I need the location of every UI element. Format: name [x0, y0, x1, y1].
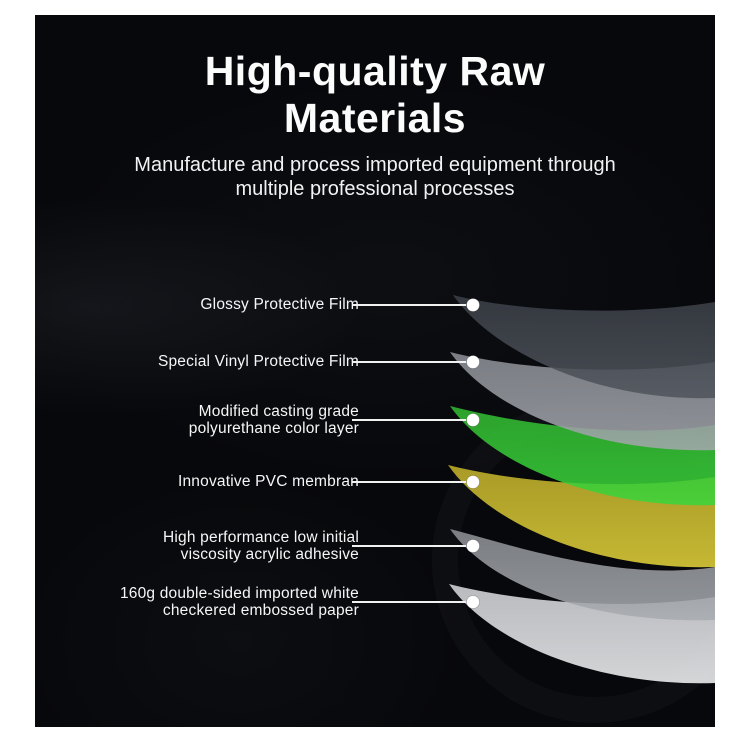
page-title-line2: Materials	[283, 95, 467, 141]
page-subtitle: Manufacture and process imported equipme…	[35, 153, 715, 201]
layer-label-line: High performance low initial	[163, 528, 359, 546]
layered-materials-graphic	[352, 295, 715, 723]
connector-lines-group	[352, 298, 480, 609]
page-title: High-quality Raw Materials	[35, 48, 715, 142]
page-title-line1: High-quality Raw	[204, 48, 546, 94]
layer-label-line: 160g double-sided imported white	[119, 584, 359, 602]
layer-label-glossy-protective-film: Glossy Protective Film	[49, 296, 359, 314]
connector-dot-embossed-paper	[466, 595, 480, 609]
layer-label-pvc-membran: Innovative PVC membran	[49, 473, 359, 491]
connector-dot-special-vinyl-protective-film	[466, 355, 480, 369]
connector-dot-polyurethane-color-layer	[466, 413, 480, 427]
layer-label-line: Special Vinyl Protective Film	[157, 353, 359, 371]
layer-labels: Glossy Protective Film Special Vinyl Prot…	[35, 15, 715, 727]
layer-label-polyurethane-color-layer: Modified casting grade polyurethane color…	[49, 403, 359, 438]
layer-label-embossed-paper: 160g double-sided imported white checkere…	[49, 585, 359, 620]
connector-dot-pvc-membran	[466, 475, 480, 489]
material-layers-group	[448, 295, 715, 684]
layer-label-acrylic-adhesive: High performance low initial viscosity ac…	[49, 529, 359, 564]
layer-shape-acrylic-adhesive	[450, 529, 715, 621]
connector-dot-acrylic-adhesive	[466, 539, 480, 553]
content-panel: High-quality Raw Materials Manufacture a…	[35, 15, 715, 727]
header: High-quality Raw Materials Manufacture a…	[35, 15, 715, 201]
layer-label-line: checkered embossed paper	[162, 602, 359, 619]
layer-label-line: Glossy Protective Film	[200, 296, 359, 314]
page-subtitle-line2: multiple professional processes	[235, 178, 515, 200]
layer-shape-glossy-protective-film	[453, 295, 715, 399]
layer-label-line: polyurethane color layer	[188, 420, 359, 437]
layer-label-line: Innovative PVC membran	[177, 473, 359, 491]
layer-label-line: Modified casting grade	[198, 402, 359, 420]
page-subtitle-line1: Manufacture and process imported equipme…	[134, 154, 616, 176]
layer-label-special-vinyl-protective-film: Special Vinyl Protective Film	[49, 353, 359, 371]
connector-dot-glossy-protective-film	[466, 298, 480, 312]
layer-label-line: viscosity acrylic adhesive	[180, 546, 359, 563]
